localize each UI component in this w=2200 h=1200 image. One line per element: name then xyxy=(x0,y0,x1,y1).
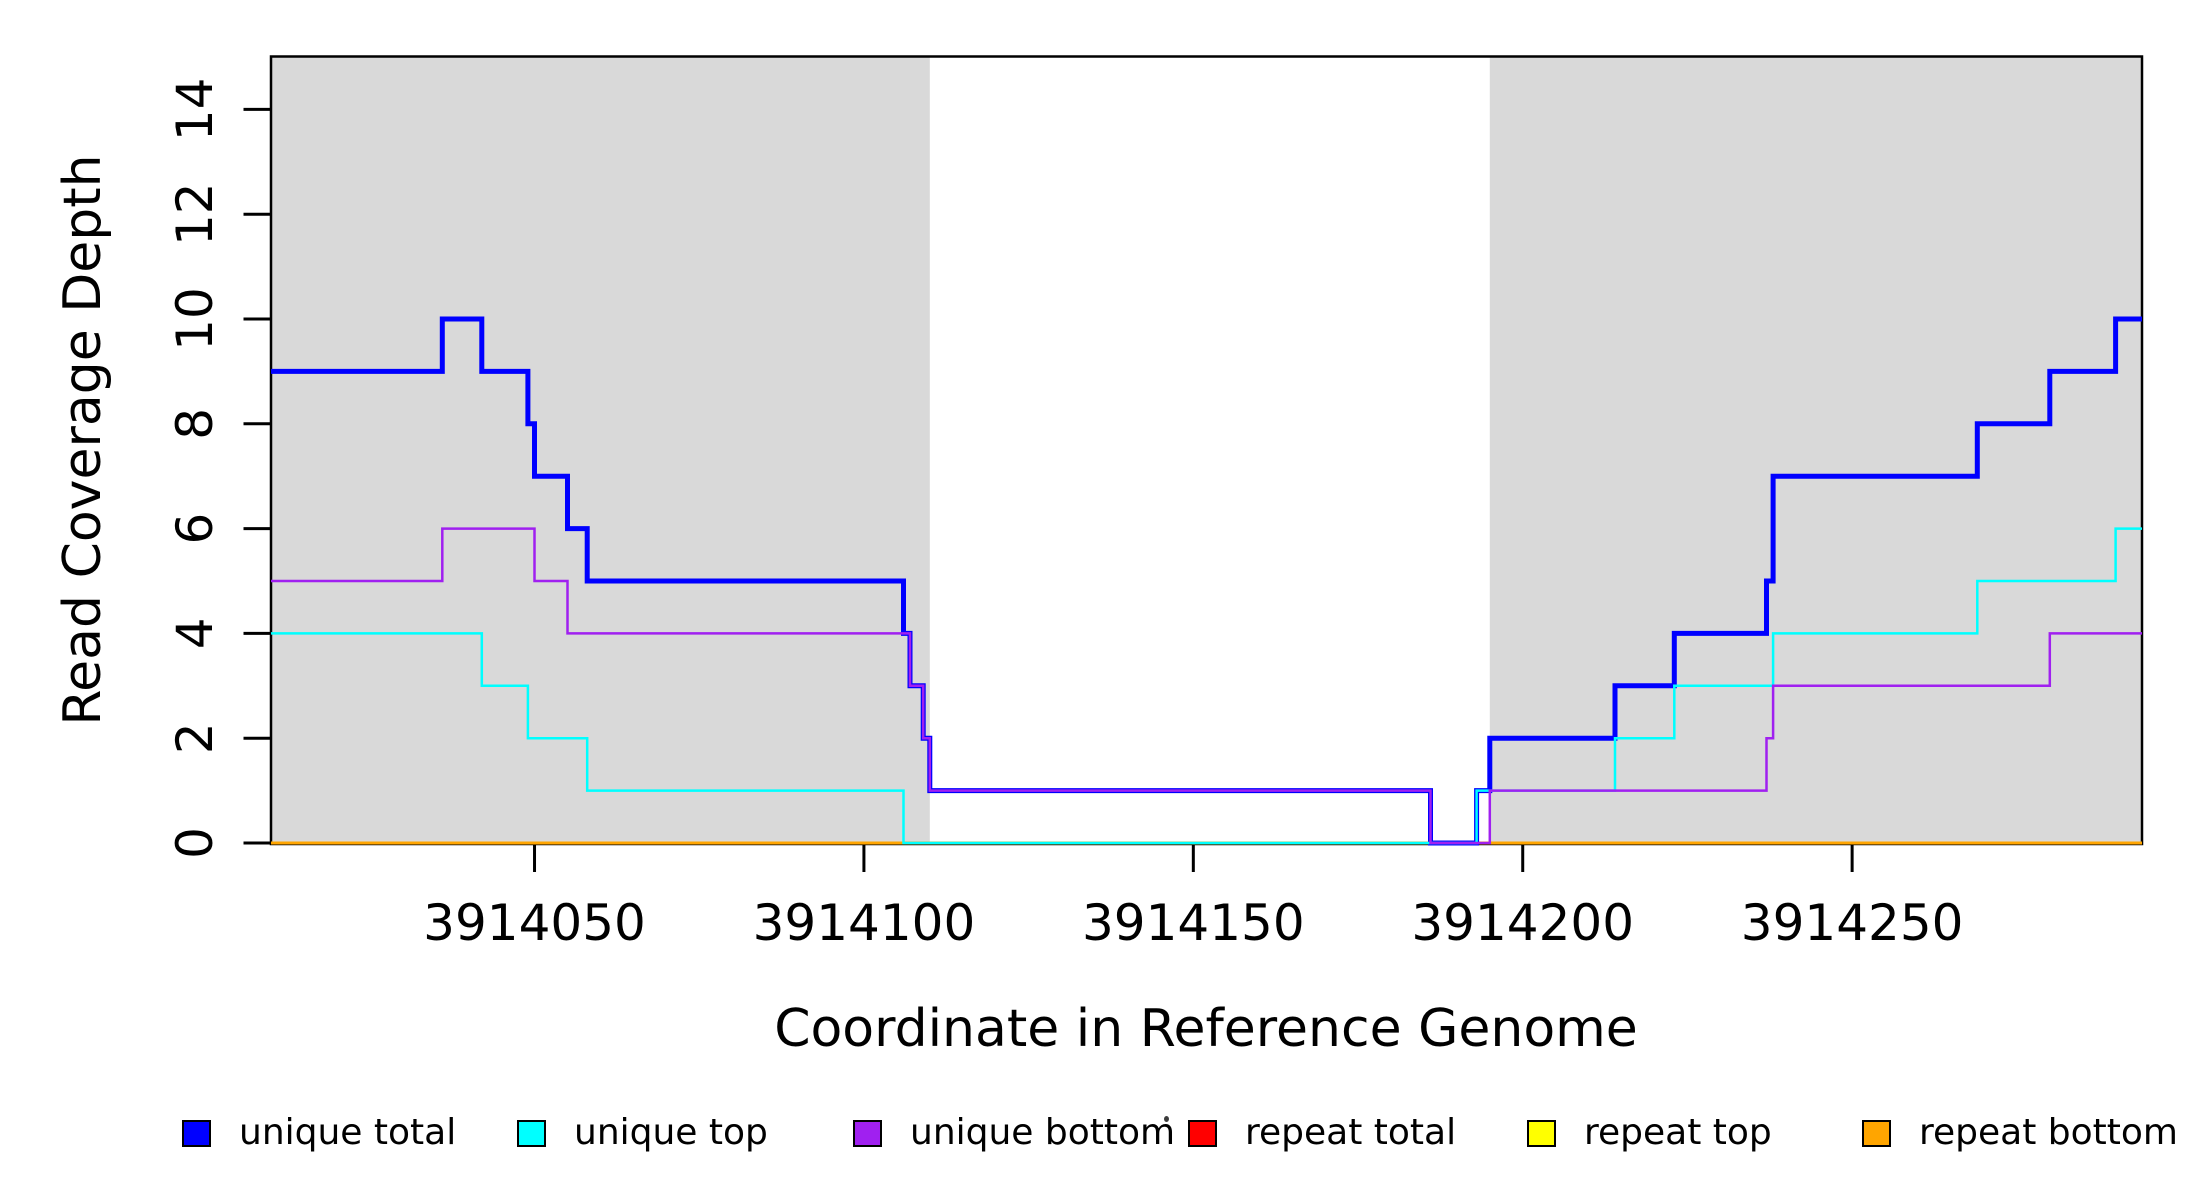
legend-swatch-repeat-bottom xyxy=(1862,1119,1891,1147)
legend-item-repeat-total: repeat total xyxy=(1188,1110,1456,1156)
x-tick-label: 3914250 xyxy=(1741,894,1964,952)
shaded-region xyxy=(1489,57,2142,843)
legend-label-repeat-total: repeat total xyxy=(1245,1112,1457,1153)
legend-swatch-repeat-top xyxy=(1527,1119,1556,1147)
x-tick-label: 3914150 xyxy=(1082,894,1305,952)
legend-label-repeat-bottom: repeat bottom xyxy=(1919,1112,2178,1153)
legend-item-unique-total: unique total xyxy=(182,1110,456,1156)
y-tick-label: 10 xyxy=(166,287,224,351)
y-tick-label: 12 xyxy=(166,182,224,246)
y-tick-label: 4 xyxy=(166,617,224,649)
series-lines xyxy=(271,316,2142,846)
y-tick-label: 2 xyxy=(166,722,224,754)
shaded-region xyxy=(271,57,930,843)
x-tick-label: 3914200 xyxy=(1411,894,1634,952)
legend-item-unique-bottom: unique bottom xyxy=(853,1110,1175,1156)
x-tick-label: 3914050 xyxy=(423,894,646,952)
legend-label-unique-total: unique total xyxy=(239,1112,457,1153)
y-tick-label: 6 xyxy=(166,513,224,545)
legend-label-unique-bottom: unique bottom xyxy=(910,1112,1176,1153)
legend-item-unique-top: unique top xyxy=(517,1110,768,1156)
legend-swatch-unique-bottom xyxy=(853,1119,882,1147)
x-tick-label: 3914100 xyxy=(753,894,976,952)
x-axis-title: Coordinate in Reference Genome xyxy=(774,999,1638,1059)
y-tick-label: 14 xyxy=(166,78,224,142)
y-tick-label: 0 xyxy=(166,827,224,859)
stray-dot xyxy=(1164,1116,1169,1122)
legend-swatch-unique-top xyxy=(517,1119,546,1147)
shaded-regions xyxy=(271,57,2142,843)
legend-label-unique-top: unique top xyxy=(574,1112,768,1153)
series-line-unique-bottom xyxy=(271,527,2142,845)
legend-swatch-unique-total xyxy=(182,1119,211,1147)
y-axis-title: Read Coverage Depth xyxy=(53,154,113,725)
legend-swatch-repeat-total xyxy=(1188,1119,1217,1147)
legend-item-repeat-bottom: repeat bottom xyxy=(1862,1110,2178,1156)
legend-label-repeat-top: repeat top xyxy=(1584,1112,1772,1153)
legend-item-repeat-top: repeat top xyxy=(1527,1110,1772,1156)
y-tick-label: 8 xyxy=(166,408,224,440)
y-axis: 0 2 4 6 8 10 12 14 xyxy=(166,78,271,859)
x-axis: 3914050 3914100 3914150 3914200 3914250 xyxy=(423,844,1963,952)
